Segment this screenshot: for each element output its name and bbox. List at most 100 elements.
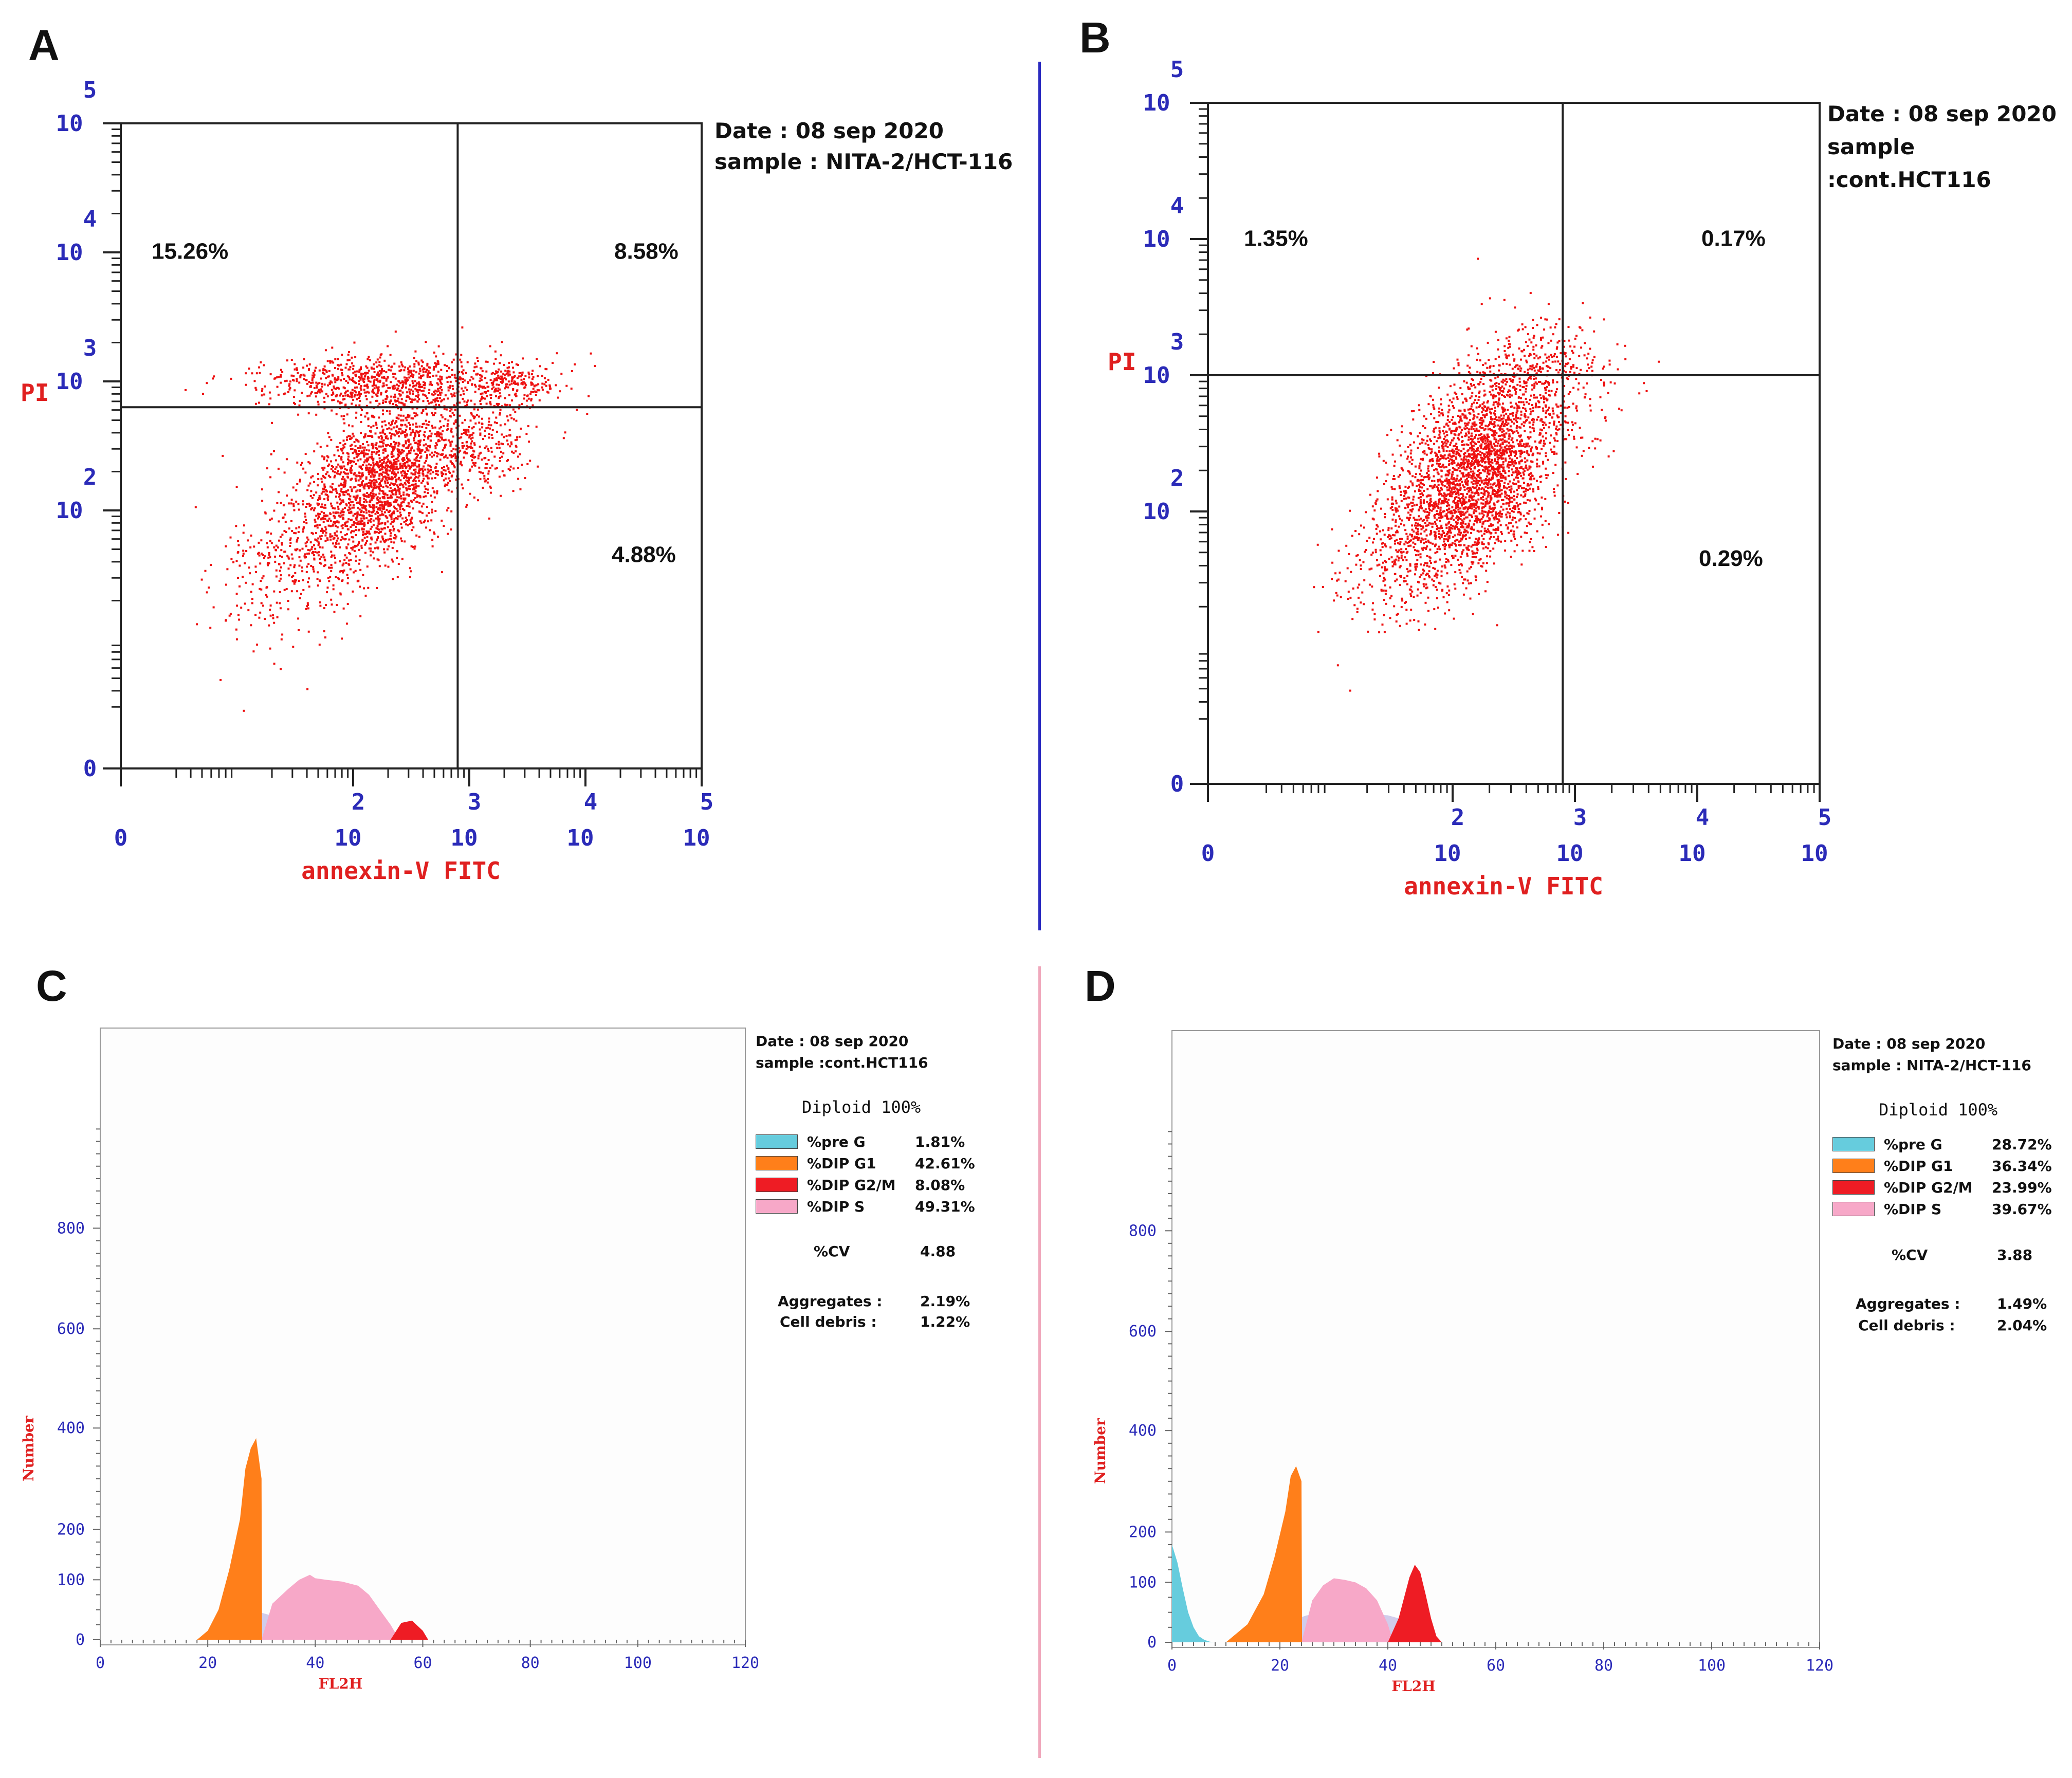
scatter-point <box>1418 409 1421 411</box>
scatter-point <box>392 466 394 468</box>
scatter-point <box>395 430 397 432</box>
scatter-point <box>318 542 320 545</box>
scatter-point <box>459 414 461 417</box>
scatter-point <box>1455 517 1458 519</box>
scatter-point <box>414 477 416 480</box>
scatter-point <box>355 449 358 452</box>
scatter-point <box>345 503 347 506</box>
scatter-point <box>512 389 515 391</box>
scatter-point <box>368 377 370 380</box>
scatter-point <box>427 471 429 474</box>
scatter-point <box>1516 526 1518 529</box>
scatter-point <box>1488 466 1490 468</box>
scatter-point <box>382 490 384 493</box>
scatter-point <box>334 516 336 518</box>
scatter-point <box>1472 438 1474 441</box>
scatter-point <box>409 371 412 374</box>
scatter-point <box>1498 464 1500 467</box>
scatter-point <box>299 559 302 562</box>
scatter-point <box>332 588 335 591</box>
scatter-point <box>373 504 376 507</box>
scatter-point <box>373 486 376 488</box>
scatter-point <box>1451 527 1454 530</box>
scatter-point <box>395 458 398 461</box>
scatter-point <box>373 371 376 373</box>
scatter-point <box>508 469 511 471</box>
scatter-point <box>472 426 475 428</box>
scatter-point <box>394 463 396 465</box>
scatter-point <box>1495 452 1498 454</box>
scatter-point <box>326 471 329 473</box>
scatter-point <box>363 501 365 503</box>
scatter-point <box>459 358 462 361</box>
scatter-point <box>185 389 187 391</box>
scatter-point <box>491 388 493 390</box>
scatter-point <box>1506 441 1508 443</box>
scatter-point <box>410 375 412 377</box>
scatter-point <box>1465 529 1468 532</box>
scatter-point <box>508 366 510 369</box>
scatter-point <box>432 414 434 416</box>
scatter-point <box>435 363 437 366</box>
scatter-point <box>531 391 534 393</box>
scatter-point <box>417 446 420 448</box>
scatter-point <box>404 470 406 473</box>
legend-item: %DIP S 49.31% <box>756 1196 975 1217</box>
scatter-point <box>414 398 416 401</box>
scatter-point <box>325 393 327 395</box>
scatter-point <box>340 467 342 470</box>
scatter-point <box>380 370 383 373</box>
scatter-point <box>400 401 402 404</box>
scatter-point <box>373 384 375 387</box>
scatter-point <box>453 392 456 395</box>
scatter-point <box>349 395 352 398</box>
scatter-point <box>512 451 515 454</box>
scatter-point <box>1465 468 1468 471</box>
scatter-point <box>345 504 348 507</box>
scatter-point <box>331 346 334 349</box>
scatter-point <box>421 449 424 451</box>
scatter-point <box>435 362 438 365</box>
scatter-point <box>345 521 347 524</box>
scatter-point <box>1482 521 1485 523</box>
scatter-point <box>478 470 481 473</box>
scatter-point <box>392 387 394 389</box>
scatter-point <box>537 465 539 468</box>
scatter-point <box>399 479 402 482</box>
scatter-point <box>273 590 276 593</box>
scatter-point <box>480 393 482 395</box>
scatter-point <box>1437 507 1440 509</box>
scatter-point <box>1436 485 1438 488</box>
scatter-point <box>344 404 346 407</box>
scatter-point <box>283 562 285 564</box>
scatter-point <box>1474 436 1476 438</box>
scatter-point <box>389 354 392 356</box>
scatter-point <box>439 392 441 394</box>
scatter-point <box>341 467 343 469</box>
scatter-point <box>389 530 391 533</box>
scatter-point <box>399 465 402 468</box>
scatter-point <box>389 502 392 505</box>
scatter-point <box>408 465 411 467</box>
scatter-point <box>345 533 348 536</box>
scatter-point <box>346 375 349 378</box>
scatter-point <box>536 358 538 360</box>
scatter-point <box>326 586 329 589</box>
scatter-point <box>371 384 374 387</box>
scatter-point <box>398 428 400 430</box>
scatter-point <box>280 374 282 376</box>
scatter-point <box>521 371 524 374</box>
scatter-point <box>351 548 354 551</box>
scatter-point <box>359 445 362 447</box>
scatter-point <box>387 486 389 488</box>
scatter-point <box>1424 442 1427 445</box>
scatter-point <box>1500 474 1503 476</box>
scatter-point <box>1382 580 1385 582</box>
scatter-point <box>481 395 483 398</box>
scatter-point <box>1530 450 1532 452</box>
scatter-point <box>423 465 425 468</box>
scatter-point <box>305 379 308 381</box>
scatter-point <box>406 425 408 428</box>
scatter-point <box>447 533 449 535</box>
scatter-point <box>273 450 275 452</box>
